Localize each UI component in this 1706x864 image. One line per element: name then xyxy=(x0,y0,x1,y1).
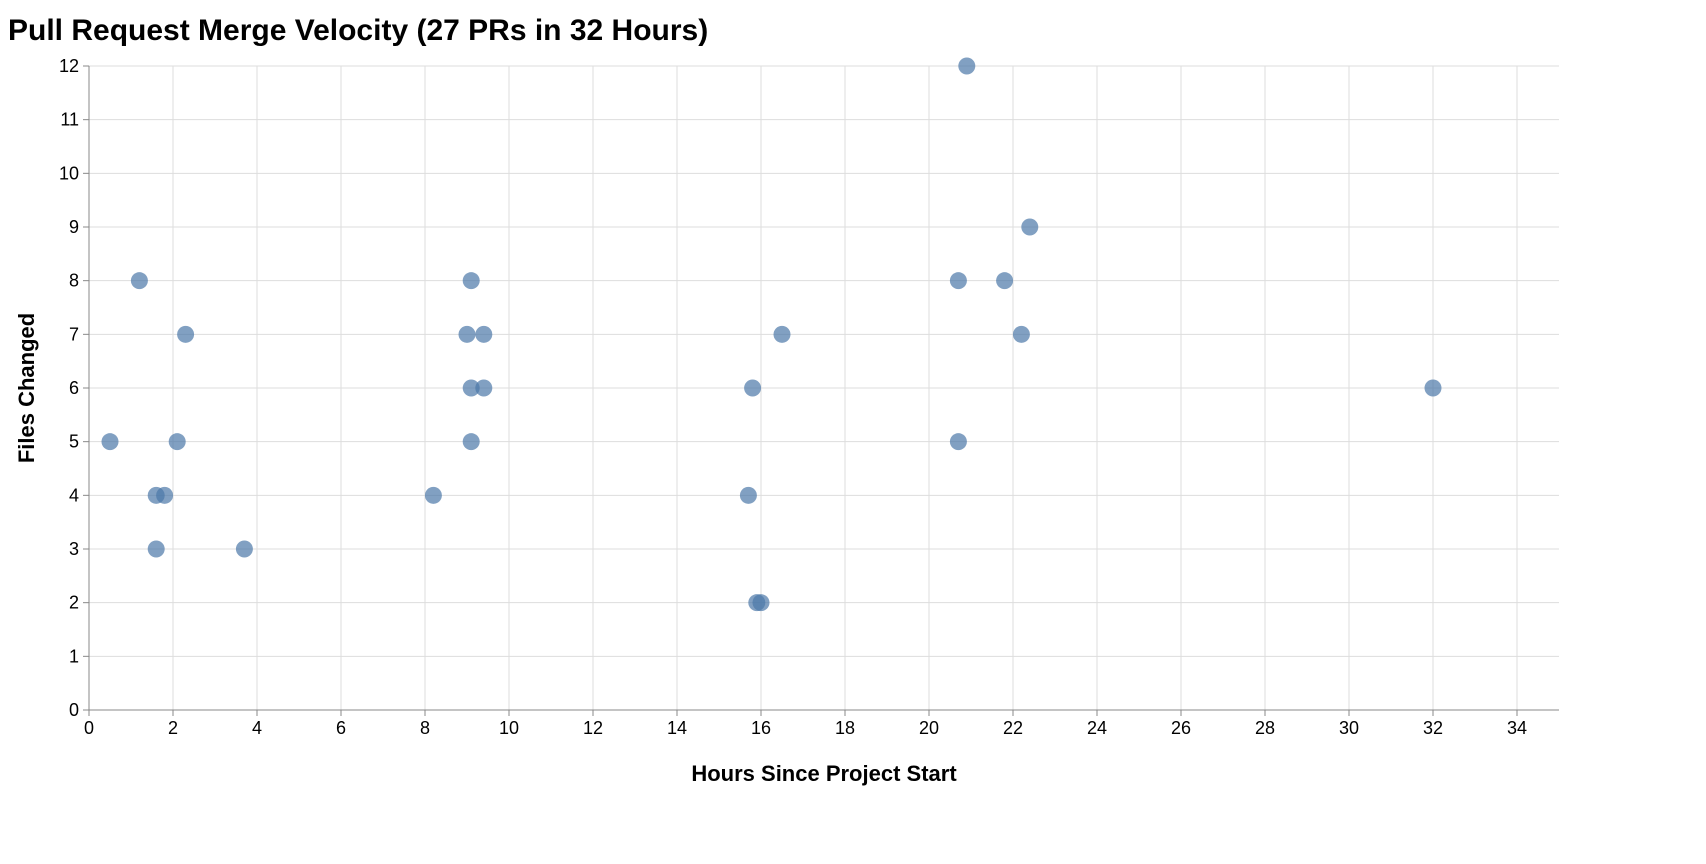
data-point xyxy=(744,379,762,397)
data-point xyxy=(1424,379,1442,397)
data-point xyxy=(773,325,791,343)
x-tick-label: 22 xyxy=(1003,718,1023,738)
x-tick-label: 10 xyxy=(499,718,519,738)
y-tick-label: 8 xyxy=(69,271,79,291)
data-point xyxy=(462,379,480,397)
x-tick-label: 26 xyxy=(1171,718,1191,738)
data-point xyxy=(458,325,476,343)
data-point xyxy=(475,325,493,343)
y-tick-label: 5 xyxy=(69,432,79,452)
data-point xyxy=(156,486,174,504)
y-tick-label: 3 xyxy=(69,539,79,559)
y-tick-label: 0 xyxy=(69,700,79,720)
gridlines xyxy=(88,65,1559,711)
data-point xyxy=(168,433,186,451)
x-tick-label: 18 xyxy=(835,718,855,738)
data-point xyxy=(147,540,165,558)
y-tick-label: 11 xyxy=(60,110,79,130)
y-tick-label: 7 xyxy=(69,324,79,344)
data-points xyxy=(101,57,1442,612)
y-tick-label: 12 xyxy=(59,56,79,76)
x-tick-label: 6 xyxy=(336,718,346,738)
x-tick-label: 28 xyxy=(1255,718,1275,738)
y-axis-title: Files Changed xyxy=(14,313,39,463)
y-tick-label: 2 xyxy=(69,593,79,613)
data-point xyxy=(752,594,770,612)
data-point xyxy=(1012,325,1030,343)
data-point xyxy=(462,433,480,451)
data-point xyxy=(996,272,1014,290)
x-tick-label: 24 xyxy=(1087,718,1107,738)
x-tick-label: 16 xyxy=(751,718,771,738)
x-tick-label: 14 xyxy=(667,718,687,738)
chart-title: Pull Request Merge Velocity (27 PRs in 3… xyxy=(8,14,708,47)
x-tick-label: 32 xyxy=(1423,718,1443,738)
x-tick-label: 2 xyxy=(168,718,178,738)
axes: 0 2 4 6 8 10 12 14 16 18 20 22 24 26 28 30 32 34012345678… xyxy=(59,56,1559,738)
data-point xyxy=(424,486,442,504)
data-point xyxy=(130,272,148,290)
x-tick-label: 4 xyxy=(252,718,262,738)
x-tick-label: 12 xyxy=(583,718,603,738)
y-tick-label: 6 xyxy=(69,378,79,398)
data-point xyxy=(949,272,967,290)
data-point xyxy=(101,433,119,451)
x-tick-label: 34 xyxy=(1507,718,1527,738)
y-tick-label: 9 xyxy=(69,217,79,237)
data-point xyxy=(739,486,757,504)
data-point xyxy=(475,379,493,397)
data-point xyxy=(949,433,967,451)
x-tick-label: 8 xyxy=(420,718,430,738)
data-point xyxy=(958,57,976,75)
x-tick-label: 0 xyxy=(84,718,94,738)
y-tick-label: 1 xyxy=(69,646,79,666)
x-tick-label: 30 xyxy=(1339,718,1359,738)
data-point xyxy=(235,540,253,558)
y-tick-label: 4 xyxy=(69,485,79,505)
data-point xyxy=(177,325,195,343)
y-tick-label: 10 xyxy=(59,163,79,183)
x-axis-title: Hours Since Project Start xyxy=(691,761,957,786)
x-tick-label: 20 xyxy=(919,718,939,738)
data-point xyxy=(1021,218,1039,236)
data-point xyxy=(462,272,480,290)
